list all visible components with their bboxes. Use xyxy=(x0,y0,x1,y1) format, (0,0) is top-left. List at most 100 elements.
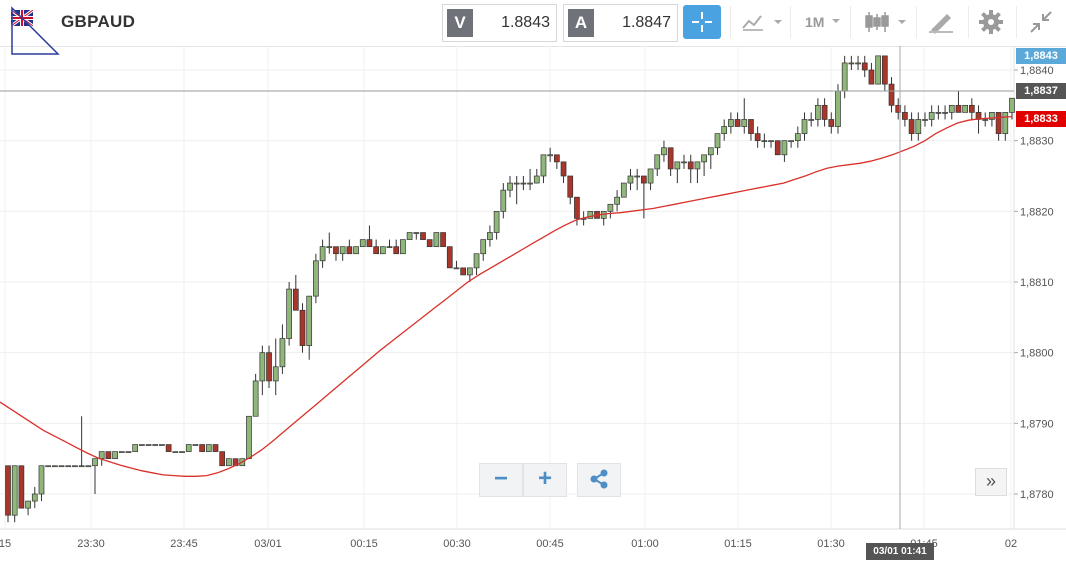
candle-body xyxy=(480,239,487,255)
candle xyxy=(520,176,527,191)
zoom-in-button[interactable]: + xyxy=(523,463,567,497)
sell-price-box[interactable]: V 1.8843 xyxy=(442,4,557,42)
candle xyxy=(145,444,152,446)
candle-body xyxy=(219,451,226,467)
candle xyxy=(246,415,252,460)
candle-body xyxy=(634,175,641,178)
candle xyxy=(513,176,520,205)
candle xyxy=(386,239,393,249)
candle xyxy=(480,239,487,261)
candle xyxy=(661,140,667,162)
candle xyxy=(848,55,855,70)
candle xyxy=(707,147,714,169)
candle xyxy=(266,345,272,388)
price-chart[interactable]: 1,8840 1,8830 1,8820 1,8810 1,8800 1,8790 1,87… xyxy=(0,46,1066,561)
symbol-name[interactable]: GBPAUD xyxy=(61,12,136,31)
candle-body xyxy=(694,161,701,170)
crosshair-time-tag: 03/01 01:41 xyxy=(866,543,934,560)
candle xyxy=(466,267,473,282)
candle-body xyxy=(339,246,346,255)
candle-body xyxy=(346,246,353,255)
chart-type-button[interactable] xyxy=(730,6,789,38)
symbol-selector-triangle-icon[interactable] xyxy=(10,6,62,58)
candle-body xyxy=(72,465,78,468)
candle-body xyxy=(333,246,339,255)
candle xyxy=(118,451,125,453)
candle-body xyxy=(647,168,654,184)
x-tick-label: 00:15 xyxy=(350,538,378,550)
draw-tools-button[interactable] xyxy=(916,6,967,38)
pencil-ruler-icon xyxy=(929,14,953,34)
candle-body xyxy=(721,126,728,134)
candle-body xyxy=(393,246,400,255)
candle-body xyxy=(855,62,861,65)
candle xyxy=(808,112,815,127)
candle-body xyxy=(139,444,145,446)
candle xyxy=(252,373,259,417)
candle-body xyxy=(942,112,948,114)
candle xyxy=(540,154,547,184)
candle xyxy=(861,55,868,78)
candle xyxy=(674,161,681,184)
candle xyxy=(647,168,654,191)
candle xyxy=(319,239,326,268)
candle xyxy=(139,444,145,446)
collapse-button[interactable] xyxy=(1016,6,1066,38)
y-tick-label: 1,8830 xyxy=(1020,136,1054,148)
candle-body xyxy=(366,239,373,248)
candle xyxy=(935,105,942,120)
candle-body xyxy=(788,140,794,143)
candle xyxy=(179,451,185,453)
candle-body xyxy=(654,154,661,170)
timeframe-button[interactable]: 1M xyxy=(790,6,849,38)
candle xyxy=(487,225,493,247)
candle-body xyxy=(674,161,681,170)
candle xyxy=(734,112,741,127)
candle xyxy=(25,500,31,516)
candle xyxy=(339,246,346,261)
candle-body xyxy=(741,119,748,127)
candle-type-button[interactable] xyxy=(850,6,915,38)
candle xyxy=(393,239,400,255)
candle xyxy=(286,282,292,346)
candle-body xyxy=(520,182,527,185)
candle xyxy=(855,55,861,70)
share-button[interactable] xyxy=(577,463,621,497)
candle xyxy=(828,112,835,134)
candles xyxy=(5,55,1015,523)
collapse-arrows-icon xyxy=(1030,11,1052,33)
candle-body xyxy=(982,119,989,121)
candle-body xyxy=(841,62,848,92)
chevron-down-icon xyxy=(832,19,840,23)
candle xyxy=(406,232,413,240)
candle xyxy=(433,232,440,248)
candle xyxy=(902,105,908,127)
candle-body xyxy=(292,288,299,311)
candle xyxy=(199,444,205,452)
candle xyxy=(614,190,620,212)
y-tick-label: 1,8800 xyxy=(1020,348,1054,360)
candle-body xyxy=(835,90,841,127)
scroll-to-end-button[interactable]: » xyxy=(975,468,1007,496)
settings-button[interactable] xyxy=(968,6,1015,38)
candle xyxy=(58,465,65,468)
candle-body xyxy=(205,444,212,452)
candle-body xyxy=(687,161,694,170)
candle-body xyxy=(728,119,734,127)
candle xyxy=(92,458,98,494)
buy-price-box[interactable]: A 1.8847 xyxy=(563,4,678,42)
candle xyxy=(259,345,266,396)
candle xyxy=(313,253,319,304)
candle-body xyxy=(527,182,533,185)
candle xyxy=(560,161,567,184)
candle-body xyxy=(259,352,266,382)
candle-body xyxy=(400,239,406,255)
current-price-tag: 1,8833 xyxy=(1016,111,1066,127)
zoom-out-button[interactable]: − xyxy=(479,463,523,497)
crosshair-button[interactable] xyxy=(683,5,721,39)
candle xyxy=(574,196,580,226)
candle xyxy=(78,416,85,468)
candle xyxy=(754,126,761,148)
chart-area[interactable]: 1,8840 1,8830 1,8820 1,8810 1,8800 1,8790 1,87… xyxy=(0,46,1066,566)
timeframe-label: 1M xyxy=(805,14,825,30)
